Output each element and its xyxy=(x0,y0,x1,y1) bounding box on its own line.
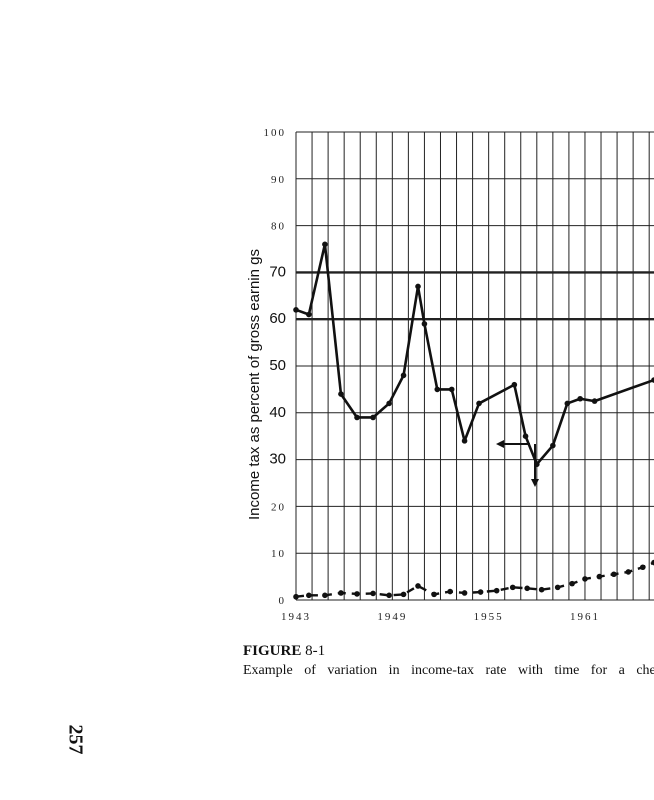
figure-caption-text: Example of variation in income-tax rate … xyxy=(243,663,654,678)
data-point xyxy=(639,564,646,571)
data-point xyxy=(493,587,500,594)
down-arrow-head xyxy=(531,479,539,487)
series-line-dashed xyxy=(295,561,654,598)
y-tick-label: 10 xyxy=(271,548,286,560)
data-point xyxy=(596,573,603,580)
data-point xyxy=(550,442,556,449)
y-tick-label: 0 xyxy=(279,595,287,607)
data-point xyxy=(509,584,516,591)
data-point xyxy=(554,584,561,591)
data-point xyxy=(511,381,518,388)
y-tick-label: 100 xyxy=(264,127,287,139)
data-point xyxy=(415,583,421,589)
data-point xyxy=(306,592,312,599)
left-arrow-head xyxy=(496,440,504,448)
data-point xyxy=(386,400,392,407)
y-tick-label: 40 xyxy=(269,404,286,421)
data-point xyxy=(522,433,529,440)
data-point xyxy=(564,400,571,407)
data-point xyxy=(538,586,545,593)
data-point xyxy=(448,386,455,393)
y-tick-label: 70 xyxy=(269,263,286,280)
figure-caption-title: FIGURE 8-1 xyxy=(243,643,325,660)
data-point xyxy=(461,438,468,444)
data-point xyxy=(370,414,376,421)
chart-annotation xyxy=(496,440,539,487)
figure-number: 8-1 xyxy=(305,643,326,659)
data-point xyxy=(322,592,328,599)
y-tick-label: 30 xyxy=(269,451,286,468)
data-point xyxy=(625,569,632,575)
data-point xyxy=(354,591,360,597)
y-tick-label: 60 xyxy=(269,310,286,327)
x-tick-label: 1943 xyxy=(281,611,311,623)
series-line-solid xyxy=(295,243,654,466)
x-tick-label: 1949 xyxy=(377,611,407,623)
chart-grid xyxy=(295,131,654,601)
data-point xyxy=(370,590,376,597)
data-point xyxy=(415,283,421,290)
data-point xyxy=(293,593,299,600)
data-point xyxy=(322,241,328,248)
y-tick-label: 20 xyxy=(271,501,286,513)
y-axis-label: Income tax as percent of gross earnin gs xyxy=(246,249,263,520)
y-tick-label: 80 xyxy=(271,221,286,233)
data-point xyxy=(338,590,344,596)
data-point xyxy=(434,386,441,393)
data-point xyxy=(611,571,617,578)
data-point xyxy=(651,559,654,566)
data-point xyxy=(461,590,468,596)
data-point xyxy=(651,377,654,383)
data-point xyxy=(293,307,299,313)
page-number: 257 xyxy=(64,724,87,755)
figure-label: FIGURE xyxy=(243,643,302,659)
data-point xyxy=(582,576,588,582)
x-tick-label: 1961 xyxy=(570,611,600,623)
data-point xyxy=(524,585,530,592)
x-tick-label: 1955 xyxy=(474,611,504,623)
data-point xyxy=(400,591,407,598)
data-point xyxy=(306,311,312,318)
data-point xyxy=(338,391,344,397)
data-point xyxy=(577,395,583,402)
data-point xyxy=(476,400,482,407)
data-point xyxy=(431,591,437,598)
data-point xyxy=(400,372,407,379)
data-point xyxy=(477,589,484,595)
data-point xyxy=(421,321,428,327)
data-point xyxy=(354,414,360,421)
data-point xyxy=(447,588,453,595)
data-point xyxy=(591,398,598,404)
data-point xyxy=(569,580,575,587)
chart-series xyxy=(293,241,654,600)
x-axis-ticks: 1943 1949 1955 1961 xyxy=(281,611,600,623)
y-tick-label: 50 xyxy=(269,357,286,374)
y-tick-label: 90 xyxy=(271,174,286,186)
data-point xyxy=(386,592,392,599)
